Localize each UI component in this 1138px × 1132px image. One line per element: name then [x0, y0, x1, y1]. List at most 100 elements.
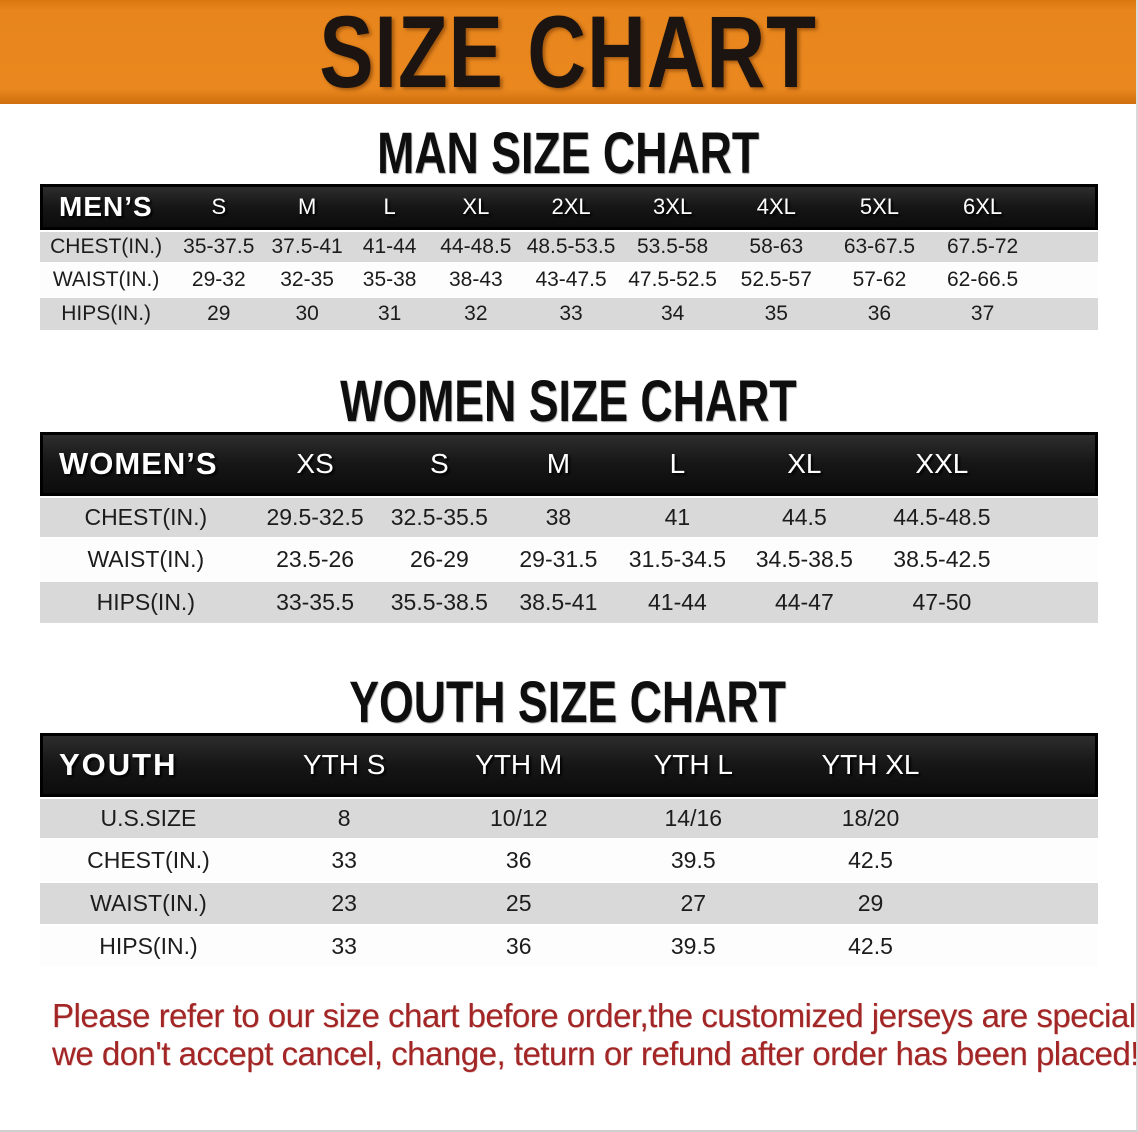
women-size-value-cell: 32.5-35.5 [378, 496, 501, 539]
men-size-value-cell: 31 [348, 298, 431, 332]
men-size-column-header: 4XL [724, 184, 829, 230]
women-measure-row: HIPS(IN.) 33-35.5 35.5-38.5 38.5-41 41-44 44-… [40, 582, 1098, 625]
men-size-value-cell: 53.5-58 [620, 230, 725, 264]
youth-measure-row: WAIST(IN.) 23 25 27 29 [40, 883, 1098, 926]
men-size-column-header: M [265, 184, 349, 230]
men-size-value-cell: 32-35 [265, 264, 349, 298]
women-size-value-cell: 26-29 [378, 539, 501, 582]
men-size-value-cell: 37.5-41 [265, 230, 349, 264]
men-row-spacer [1034, 230, 1098, 264]
youth-measure-row: HIPS(IN.) 33 36 39.5 42.5 [40, 926, 1098, 969]
men-size-value-cell: 36 [828, 298, 931, 332]
men-row-spacer [1034, 264, 1098, 298]
women-size-column-header: XXL [870, 432, 1014, 496]
youth-size-value-cell: 42.5 [780, 840, 961, 883]
men-size-value-cell: 33 [521, 298, 621, 332]
men-size-column-header: 6XL [930, 184, 1035, 230]
women-size-value-cell: 41 [616, 496, 739, 539]
men-size-value-cell: 29-32 [172, 264, 266, 298]
men-size-value-cell: 30 [265, 298, 349, 332]
youth-row-label: CHEST(IN.) [40, 840, 257, 883]
youth-measure-row: CHEST(IN.) 33 36 39.5 42.5 [40, 840, 1098, 883]
youth-size-value-cell: 18/20 [780, 797, 961, 840]
youth-header-spacer [960, 733, 1098, 797]
men-size-value-cell: 32 [430, 298, 522, 332]
youth-size-column-header: YTH S [256, 733, 432, 797]
men-size-value-cell: 35-37.5 [172, 230, 266, 264]
women-size-value-cell: 44.5 [738, 496, 871, 539]
women-size-value-cell: 33-35.5 [251, 582, 379, 625]
women-size-column-header: XS [251, 432, 379, 496]
women-measure-row: WAIST(IN.) 23.5-26 26-29 29-31.5 31.5-34.5 34… [40, 539, 1098, 582]
men-header-spacer [1034, 184, 1098, 230]
disclaimer-line-1: Please refer to our size chart before or… [52, 997, 1136, 1034]
disclaimer-line-2: we don't accept cancel, change, teturn o… [52, 1035, 1138, 1072]
men-size-column-header: S [172, 184, 266, 230]
women-group-label: WOMEN’S [40, 432, 252, 496]
youth-size-value-cell: 36 [431, 926, 606, 969]
women-size-column-header: S [378, 432, 501, 496]
men-size-value-cell: 38-43 [430, 264, 522, 298]
men-section-title-text: MAN SIZE CHART [376, 121, 760, 186]
women-section: WOMEN SIZE CHART WOMEN’S XS S M L XL XXL CHEST(… [0, 372, 1136, 625]
men-section-title: MAN SIZE CHART [0, 124, 1136, 184]
men-size-table: MEN’S S M L XL 2XL 3XL 4XL 5XL 6XL CHEST(IN.) 35-37… [40, 184, 1098, 332]
women-size-value-cell: 38.5-41 [500, 582, 617, 625]
men-size-value-cell: 57-62 [828, 264, 931, 298]
youth-row-spacer [960, 840, 1098, 883]
youth-size-value-cell: 36 [431, 840, 606, 883]
men-row-label: HIPS(IN.) [40, 298, 173, 332]
youth-size-column-header: YTH L [606, 733, 781, 797]
women-header-row: WOMEN’S XS S M L XL XXL [40, 432, 1098, 496]
men-size-value-cell: 67.5-72 [930, 230, 1035, 264]
youth-size-value-cell: 8 [256, 797, 432, 840]
women-size-value-cell: 38 [500, 496, 617, 539]
youth-size-value-cell: 25 [431, 883, 606, 926]
women-size-table: WOMEN’S XS S M L XL XXL CHEST(IN.) 29.5-32.5 32.5… [40, 432, 1098, 625]
men-size-value-cell: 58-63 [724, 230, 829, 264]
men-size-column-header: 5XL [828, 184, 931, 230]
women-row-label: CHEST(IN.) [40, 496, 252, 539]
women-size-value-cell: 29-31.5 [500, 539, 617, 582]
women-size-column-header: L [616, 432, 739, 496]
youth-row-spacer [960, 797, 1098, 840]
men-size-column-header: L [348, 184, 431, 230]
youth-row-label: WAIST(IN.) [40, 883, 257, 926]
men-measure-row: HIPS(IN.) 29 30 31 32 33 34 35 36 37 [40, 298, 1098, 332]
men-measure-row: CHEST(IN.) 35-37.5 37.5-41 41-44 44-48.5 48.5… [40, 230, 1098, 264]
men-size-column-header: XL [430, 184, 522, 230]
women-row-label: WAIST(IN.) [40, 539, 252, 582]
youth-size-column-header: YTH M [431, 733, 606, 797]
youth-size-value-cell: 39.5 [606, 840, 781, 883]
youth-section-title-text: YOUTH SIZE CHART [349, 670, 787, 735]
men-section: MAN SIZE CHART MEN’S S M L XL 2XL 3XL 4XL 5XL 6XL… [0, 124, 1136, 332]
youth-size-value-cell: 23 [256, 883, 432, 926]
youth-size-value-cell: 27 [606, 883, 781, 926]
youth-size-table: YOUTH YTH S YTH M YTH L YTH XL U.S.SIZE 8 10/12… [40, 733, 1098, 969]
women-size-value-cell: 47-50 [870, 582, 1014, 625]
disclaimer-notice: Please refer to our size chart before or… [52, 997, 1138, 1073]
women-measure-row: CHEST(IN.) 29.5-32.5 32.5-35.5 38 41 44.5 44.5… [40, 496, 1098, 539]
youth-size-value-cell: 39.5 [606, 926, 781, 969]
men-size-value-cell: 62-66.5 [930, 264, 1035, 298]
women-row-label: HIPS(IN.) [40, 582, 252, 625]
men-size-column-header: 2XL [521, 184, 621, 230]
men-row-spacer [1034, 298, 1098, 332]
women-row-spacer [1013, 582, 1098, 625]
youth-row-label: HIPS(IN.) [40, 926, 257, 969]
youth-size-value-cell: 10/12 [431, 797, 606, 840]
men-row-label: CHEST(IN.) [40, 230, 173, 264]
men-size-column-header: 3XL [620, 184, 725, 230]
men-size-value-cell: 35 [724, 298, 829, 332]
women-size-value-cell: 29.5-32.5 [251, 496, 379, 539]
men-size-value-cell: 37 [930, 298, 1035, 332]
women-section-title-text: WOMEN SIZE CHART [339, 369, 797, 434]
banner: SIZE CHART [0, 0, 1136, 104]
youth-size-value-cell: 14/16 [606, 797, 781, 840]
men-size-value-cell: 34 [620, 298, 725, 332]
youth-size-value-cell: 42.5 [780, 926, 961, 969]
men-size-value-cell: 29 [172, 298, 266, 332]
youth-row-spacer [960, 883, 1098, 926]
youth-size-column-header: YTH XL [780, 733, 961, 797]
